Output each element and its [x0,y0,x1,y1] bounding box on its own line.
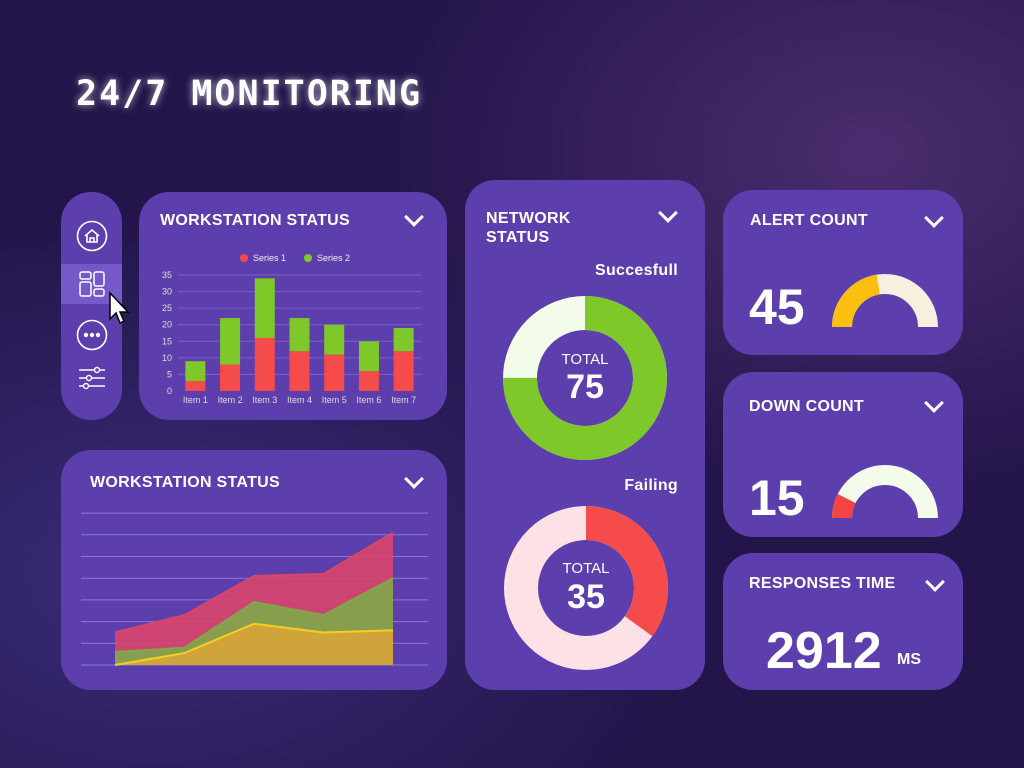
mouse-cursor-icon [109,291,130,325]
bar-series-2 [185,361,206,382]
gauges [832,274,938,519]
bar-series-1 [289,351,310,391]
sliders-icon [78,366,105,390]
y-tick-label: 30 [162,287,172,297]
more-icon [76,319,107,351]
alert-gauge-fill [832,274,881,328]
sidebar-item-home[interactable] [61,216,122,256]
bar-series-2 [289,318,310,352]
card-title: WORKSTATION STATUS [160,212,350,229]
sidebar-item-more[interactable] [61,315,122,355]
x-tick-label: Item 3 [252,395,277,405]
failing-donut-segment [504,506,668,670]
y-tick-label: 25 [162,303,172,313]
chevron-down-icon[interactable] [925,572,945,592]
response-time-card: RESPONSES TIME 2912 MS [723,553,963,690]
x-tick-label: Item 4 [287,395,312,405]
area-line-2 [114,577,394,653]
bar-series-1 [393,351,414,391]
bar-series-1 [358,371,379,391]
card-title: RESPONSES TIME [749,575,896,592]
alert-count-card: ALERT COUNT 45 [723,190,963,355]
bar-series-1 [324,354,345,391]
alert-count-value: 45 [749,279,805,335]
y-tick-label: 5 [167,369,172,379]
y-tick-label: 20 [162,320,172,330]
response-time-unit: MS [897,651,921,668]
successful-total-label: TOTAL [561,351,609,368]
y-tick-label: 15 [162,336,172,346]
card-title: WORKSTATION STATUS [90,474,280,491]
network-donuts [503,296,668,670]
x-tick-label: Item 2 [218,395,243,405]
card-title: DOWN COUNT [749,398,864,415]
legend-marker [240,254,248,262]
bar-series-2 [254,278,275,338]
dashboard-grid-icon [78,271,105,297]
failing-total-label: TOTAL [562,560,610,577]
x-tick-label: Item 6 [356,395,381,405]
down-gauge-fill [832,493,856,519]
y-tick-label: 35 [162,270,172,280]
bar-series-2 [220,318,241,365]
successful-label: Succesfull [594,262,678,279]
bar-series-2 [324,324,345,355]
legend-label: Series 1 [253,253,286,263]
area-line-3 [114,622,394,666]
bar-series-1 [220,364,241,391]
area-chart [81,512,428,666]
bar-chart: 0 5 10 15 20 25 30 35 Item 1 Item 2 Item 3 Item 4 It… [162,253,421,405]
x-tick-label: Item 7 [391,395,416,405]
response-time-value: 2912 [766,622,882,680]
sidebar-item-settings[interactable] [61,358,122,398]
home-icon [76,220,107,252]
page-title: 24/7 MONITORING [76,74,423,114]
bar-series-1 [185,381,206,391]
successful-total-value: 75 [566,368,604,406]
card-title: NETWORK STATUS [486,210,571,246]
successful-donut-segment [503,296,667,460]
down-gauge-track [832,465,938,519]
down-count-value: 15 [749,470,805,526]
x-tick-label: Item 1 [183,395,208,405]
area-series-3 [115,623,393,665]
x-tick-label: Item 5 [322,395,347,405]
bar-series-1 [254,337,275,391]
legend-marker [304,254,312,262]
bar-series-2 [393,328,414,352]
legend-label: Series 2 [317,253,350,263]
card-title: ALERT COUNT [750,212,868,229]
failing-label: Failing [624,477,678,494]
area-line-1 [114,531,394,634]
failing-total-value: 35 [567,578,605,616]
y-tick-label: 0 [167,386,172,396]
bar-series-2 [358,341,379,372]
y-tick-label: 10 [162,353,172,363]
